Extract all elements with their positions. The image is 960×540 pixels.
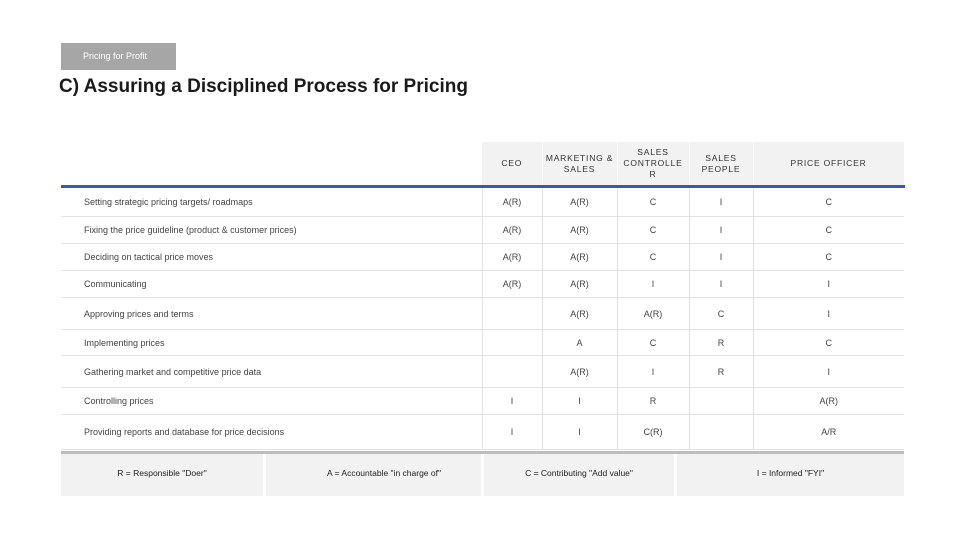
raci-cell: C(R)	[616, 414, 689, 450]
raci-cell: C	[752, 329, 904, 356]
table-row: Deciding on tactical price moves A(R) A(…	[61, 243, 904, 271]
raci-cell: C	[616, 216, 689, 244]
raci-cell: C	[616, 329, 689, 356]
raci-cell	[481, 355, 542, 388]
raci-cell: I	[688, 186, 753, 217]
raci-cell: I	[616, 270, 689, 298]
task-label: Fixing the price guideline (product & cu…	[61, 216, 482, 244]
task-label: Gathering market and competitive price d…	[61, 355, 482, 388]
raci-cell: C	[616, 186, 689, 217]
raci-cell: C	[616, 243, 689, 271]
header-price-officer: PRICE OFFICER	[753, 142, 905, 188]
header-marketing-sales: MARKETING & SALES	[542, 142, 618, 188]
legend-contributing: C = Contributing "Add value"	[484, 454, 674, 496]
table-row: Implementing prices A C R C	[61, 329, 904, 356]
raci-cell: I	[688, 270, 753, 298]
task-label: Setting strategic pricing targets/ roadm…	[61, 186, 482, 217]
legend-informed-text: I = Informed "FYI"	[756, 468, 825, 478]
raci-cell: C	[752, 186, 904, 217]
raci-legend: R = Responsible "Doer" A = Accountable "…	[61, 451, 904, 496]
header-row: CEO MARKETING & SALES SALES CONTROLLE R …	[61, 142, 905, 188]
raci-cell: C	[752, 216, 904, 244]
raci-cell: A/R	[752, 414, 904, 450]
task-label: Implementing prices	[61, 329, 482, 356]
raci-cell: A(R)	[541, 355, 617, 388]
table-row: Communicating A(R) A(R) I I I	[61, 270, 904, 298]
raci-cell: I	[688, 243, 753, 271]
table-row: Setting strategic pricing targets/ roadm…	[61, 186, 904, 217]
raci-cell: A(R)	[541, 270, 617, 298]
task-label: Controlling prices	[61, 387, 482, 415]
raci-cell: I	[541, 414, 617, 450]
raci-cell: A(R)	[616, 297, 689, 330]
raci-cell	[481, 297, 542, 330]
raci-cell: R	[688, 355, 753, 388]
raci-cell	[481, 329, 542, 356]
raci-matrix: CEO MARKETING & SALES SALES CONTROLLE R …	[61, 142, 905, 450]
raci-cell: A(R)	[481, 270, 542, 298]
raci-cell	[688, 414, 753, 450]
task-label: Deciding on tactical price moves	[61, 243, 482, 271]
raci-cell: R	[688, 329, 753, 356]
table-row: Gathering market and competitive price d…	[61, 355, 904, 388]
raci-cell: I	[752, 270, 904, 298]
legend-responsible-text: R = Responsible "Doer"	[117, 468, 207, 478]
table-row: Fixing the price guideline (product & cu…	[61, 216, 904, 244]
table-row: Providing reports and database for price…	[61, 414, 904, 450]
raci-cell: C	[688, 297, 753, 330]
raci-cell: A(R)	[481, 186, 542, 217]
page-title: C) Assuring a Disciplined Process for Pr…	[59, 76, 468, 97]
task-label: Providing reports and database for price…	[61, 414, 482, 450]
legend-informed: I = Informed "FYI"	[677, 454, 904, 496]
legend-accountable-text: A = Accountable "in charge of"	[326, 468, 441, 478]
raci-cell: A(R)	[541, 243, 617, 271]
raci-cell: I	[688, 216, 753, 244]
legend-accountable: A = Accountable "in charge of"	[266, 454, 481, 496]
raci-cell: C	[752, 243, 904, 271]
raci-cell: I	[752, 355, 904, 388]
header-task-column	[61, 142, 482, 188]
table-row: Approving prices and terms A(R) A(R) C I	[61, 297, 904, 330]
raci-cell: A(R)	[481, 243, 542, 271]
header-sales-people: SALES PEOPLE	[689, 142, 754, 188]
section-tag: Pricing for Profit	[61, 43, 176, 70]
task-label: Approving prices and terms	[61, 297, 482, 330]
table-row: Controlling prices I I R A(R)	[61, 387, 904, 415]
raci-cell: A(R)	[752, 387, 904, 415]
raci-cell: I	[481, 387, 542, 415]
raci-cell: R	[616, 387, 689, 415]
raci-cell: I	[752, 297, 904, 330]
task-label: Communicating	[61, 270, 482, 298]
legend-contributing-text: C = Contributing "Add value"	[525, 468, 633, 478]
raci-cell: A	[541, 329, 617, 356]
raci-cell: I	[481, 414, 542, 450]
raci-cell: I	[616, 355, 689, 388]
raci-cell: A(R)	[481, 216, 542, 244]
header-ceo: CEO	[482, 142, 543, 188]
raci-cell	[688, 387, 753, 415]
raci-cell: A(R)	[541, 186, 617, 217]
raci-cell: I	[541, 387, 617, 415]
header-sales-controller: SALES CONTROLLE R	[617, 142, 690, 188]
legend-responsible: R = Responsible "Doer"	[61, 454, 263, 496]
raci-cell: A(R)	[541, 216, 617, 244]
raci-cell: A(R)	[541, 297, 617, 330]
